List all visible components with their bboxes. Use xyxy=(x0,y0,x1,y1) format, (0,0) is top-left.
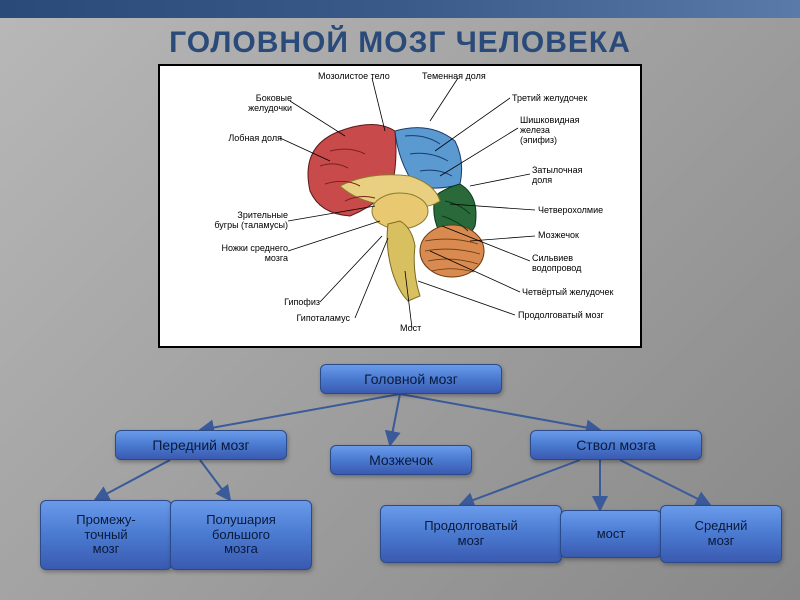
hierarchy-node: Мозжечок xyxy=(330,445,472,475)
brain-label: Мозолистое тело xyxy=(318,72,390,82)
brain-label: Третий желудочек xyxy=(512,94,587,104)
hierarchy-node: Ствол мозга xyxy=(530,430,702,460)
brain-label: Гипофиз xyxy=(284,298,320,308)
node-root: Головной мозг xyxy=(320,364,502,394)
hierarchy-node: мост xyxy=(560,510,662,558)
hierarchy-node: Промежу-точныймозг xyxy=(40,500,172,570)
brain-label: Сильвиевводопровод xyxy=(532,254,581,274)
brain-label: Лобная доля xyxy=(228,134,282,144)
hierarchy-node: Полушариябольшогомозга xyxy=(170,500,312,570)
title-bar xyxy=(0,0,800,18)
brain-label: Мост xyxy=(400,324,421,334)
brain-label: Теменная доля xyxy=(422,72,486,82)
hierarchy-node: Передний мозг xyxy=(115,430,287,460)
brain-label: Затылочнаядоля xyxy=(532,166,583,186)
brain-label: Шишковиднаяжелеза(эпифиз) xyxy=(520,116,579,146)
brain-label: Ножки среднегомозга xyxy=(221,244,288,264)
brain-label: Четвёртый желудочек xyxy=(522,288,613,298)
brain-label: Боковыежелудочки xyxy=(248,94,292,114)
brain-label: Мозжечок xyxy=(538,231,579,241)
hierarchy-node: Продолговатыймозг xyxy=(380,505,562,563)
brain-label: Продолговатый мозг xyxy=(518,311,604,321)
brain-label: Четверохолмие xyxy=(538,206,603,216)
page-title: ГОЛОВНОЙ МОЗГ ЧЕЛОВЕКА xyxy=(0,26,800,60)
hierarchy-chart: Головной мозг Передний мозг Мозжечок Ствол… xyxy=(0,360,800,590)
brain-diagram: Боковыежелудочки Лобная доля Зрительныебуг… xyxy=(158,64,642,348)
hierarchy-node: Средниймозг xyxy=(660,505,782,563)
brain-label: Зрительныебугры (таламусы) xyxy=(214,211,288,231)
brain-label: Гипоталамус xyxy=(296,314,350,324)
